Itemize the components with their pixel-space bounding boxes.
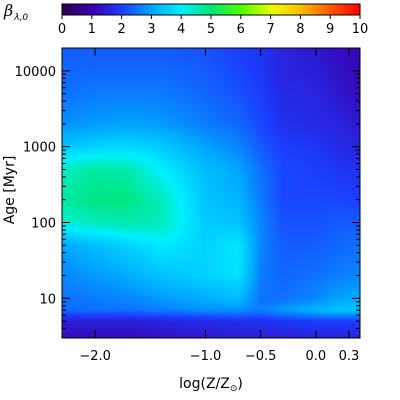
colorbar-ticks: 0 1 2 3 4 5 6 7 8 9 10 <box>58 15 368 37</box>
colorbar-tick-label-9: 9 <box>326 22 334 37</box>
y-axis-ticks: 10 100 1000 10000 <box>15 47 360 339</box>
colorbar-label: βλ,0 <box>3 1 28 23</box>
colorbar-tick-label-0: 0 <box>58 22 66 37</box>
y-tick-label-3: 10000 <box>15 65 56 80</box>
colorbar-tick-label-10: 10 <box>352 22 369 37</box>
plot-frame <box>61 47 361 339</box>
colorbar-tick-label-5: 5 <box>207 22 215 37</box>
x-tick-label-0: −2.0 <box>79 349 111 364</box>
x-axis-title-sub: ⊙ <box>230 384 238 394</box>
colorbar-label-subscript: λ,0 <box>13 13 28 23</box>
x-axis-title: log(Z/Z⊙) <box>179 376 243 394</box>
colorbar-label-symbol: β <box>3 1 13 20</box>
colorbar-tick-label-6: 6 <box>237 22 245 37</box>
y-tick-label-0: 10 <box>39 292 56 307</box>
x-tick-label-1: −1.0 <box>190 349 222 364</box>
x-tick-label-3: 0.0 <box>306 349 327 364</box>
x-axis-title-main: log(Z/Z <box>179 376 230 392</box>
y-tick-label-2: 1000 <box>23 141 56 156</box>
y-tick-label-1: 100 <box>31 217 56 232</box>
colorbar-tick-label-1: 1 <box>88 22 96 37</box>
x-tick-label-2: −0.5 <box>245 349 277 364</box>
x-axis-title-close: ) <box>237 376 242 392</box>
colorbar-tick-label-2: 2 <box>117 22 125 37</box>
heatmap-image <box>62 48 360 338</box>
x-axis-ticks: −2.0 −1.0 −0.5 0.0 0.3 <box>79 48 359 364</box>
colorbar-tick-label-3: 3 <box>147 22 155 37</box>
colorbar-gradient <box>61 3 361 16</box>
colorbar-tick-label-4: 4 <box>177 22 185 37</box>
colorbar-tick-label-7: 7 <box>266 22 274 37</box>
colorbar-tick-label-8: 8 <box>296 22 304 37</box>
y-axis-title: Age [Myr] <box>2 156 18 225</box>
colorbar: βλ,0 0 1 2 3 4 5 6 7 8 9 10 <box>3 1 368 37</box>
plot-area: −2.0 −1.0 −0.5 0.0 0.3 10 100 1000 10000 <box>15 47 361 364</box>
x-tick-label-4: 0.3 <box>339 349 360 364</box>
